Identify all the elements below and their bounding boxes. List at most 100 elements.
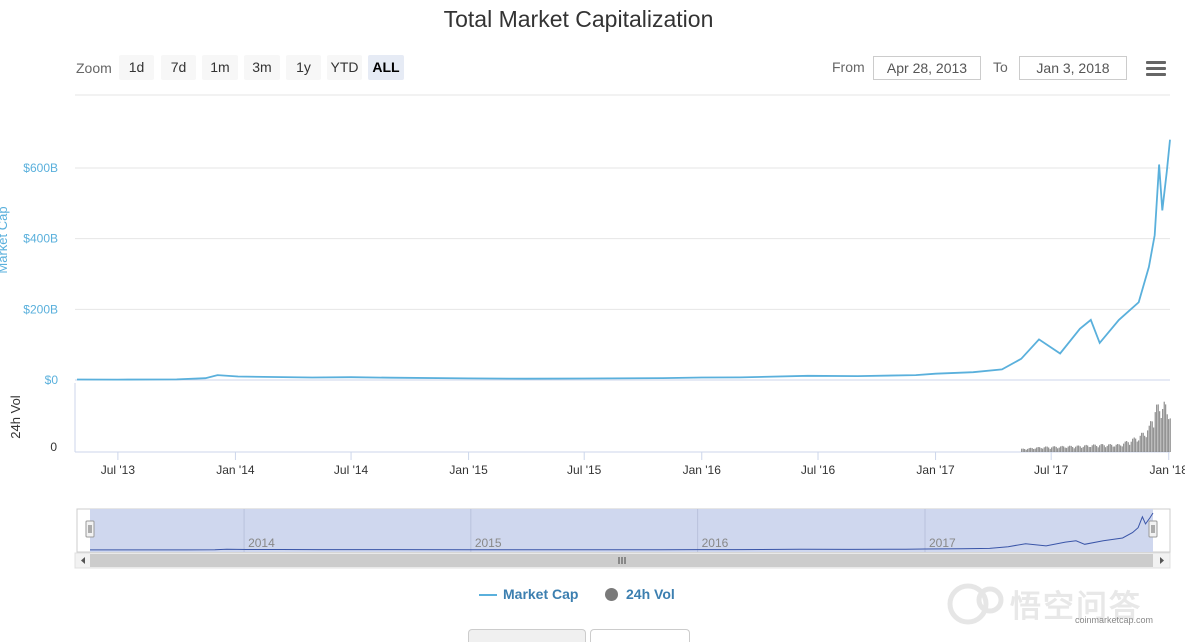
volume-bar [1088,447,1090,452]
volume-bar [1105,447,1107,452]
volume-bar [1066,447,1068,452]
volume-axis-title: 24h Vol [8,395,23,438]
volume-bar [1153,427,1155,452]
volume-tick-label: 0 [50,440,57,454]
navigator-selection[interactable] [90,509,1153,552]
volume-bar [1168,419,1170,452]
volume-bar [1160,418,1162,452]
volume-bar [1111,444,1113,452]
volume-bar [1030,447,1032,452]
x-tick-label: Jan '16 [683,463,722,477]
volume-bar [1099,445,1101,452]
volume-bar [1052,446,1054,452]
to-label: To [993,59,1008,75]
volume-bar [1144,435,1146,452]
volume-bar [1054,446,1056,452]
menu-icon[interactable] [1146,61,1166,77]
chart-area: $0 $200B $400B $600B 0 Market Cap 24h Vol Ju… [0,94,1185,569]
volume-bar [1114,446,1116,452]
volume-bar [1042,448,1044,452]
volume-bar [1109,444,1111,452]
x-tick-label: Jan '17 [916,463,955,477]
volume-bar [1082,446,1084,452]
zoom-1y-button[interactable]: 1y [286,55,321,80]
watermark-logo-icon [947,583,1004,625]
volume-bar [1097,447,1099,452]
volume-bar [1079,446,1081,452]
navigator-year-label: 2014 [248,536,275,550]
volume-bar [1151,421,1153,452]
volume-bar [1063,446,1065,452]
volume-bar [1139,435,1141,452]
volume-bar [1022,448,1024,452]
zoom-ytd-button[interactable]: YTD [327,55,362,80]
volume-bar [1162,409,1164,452]
y-tick-label: $0 [45,373,59,387]
volume-bar [1115,444,1117,452]
scroll-left-icon[interactable] [81,557,85,564]
volume-bar [1112,446,1114,452]
bottom-tab-2[interactable] [590,629,690,642]
volume-bar [1135,438,1137,452]
zoom-1m-button[interactable]: 1m [202,55,238,80]
navigator-right-handle[interactable] [1148,520,1158,538]
to-date-input[interactable]: Jan 3, 2018 [1019,56,1127,80]
navigator[interactable]: 2014 2015 2016 2017 [74,508,1171,569]
navigator-left-handle[interactable] [85,520,95,538]
volume-bar [1049,448,1051,452]
volume-bar [1081,447,1083,452]
from-date-input[interactable]: Apr 28, 2013 [873,56,981,80]
zoom-3m-button[interactable]: 3m [244,55,280,80]
volume-bar [1126,441,1128,452]
scroll-right-icon[interactable] [1160,557,1164,564]
volume-bar [1154,412,1156,452]
watermark-url: coinmarketcap.com [1075,615,1154,625]
volume-bar [1142,432,1144,452]
volume-bar [1046,446,1048,452]
volume-bar [1067,446,1069,452]
watermark-text: 悟空问答 [1010,589,1142,624]
y-tick-label: $400B [23,232,58,246]
x-tick-label: Jan '18 [1150,463,1185,477]
legend-market-cap-label: Market Cap [503,586,579,602]
volume-bar [1141,432,1143,452]
volume-bar [1123,443,1125,452]
volume-bar [1045,446,1047,452]
zoom-all-button[interactable]: ALL [368,55,404,80]
zoom-7d-button[interactable]: 7d [161,55,196,80]
volume-bar [1169,418,1171,452]
volume-bar [1130,441,1132,452]
volume-bar [1094,444,1096,452]
volume-bar [1132,438,1134,452]
volume-bar [1057,448,1059,452]
volume-bar [1163,401,1165,452]
volume-bar [1108,444,1110,452]
volume-bar [1157,404,1159,452]
volume-bar [1120,445,1122,452]
x-tick-label: Jan '15 [449,463,488,477]
volume-bar [1091,445,1093,452]
volume-bar [1024,449,1026,452]
legend-24h-vol[interactable]: 24h Vol [605,586,675,602]
volume-bar [1075,446,1077,452]
volume-bar [1093,444,1095,452]
volume-bar [1070,445,1072,452]
legend-market-cap[interactable]: Market Cap [479,586,578,602]
volume-bar [1039,447,1041,452]
navigator-year-label: 2017 [929,536,956,550]
y-axis-title: Market Cap [0,206,10,273]
volume-bar [1021,448,1023,452]
volume-bar [1145,437,1147,452]
volume-bar [1087,445,1089,452]
x-tick-label: Jul '17 [1034,463,1069,477]
volume-bar [1127,442,1129,452]
volume-bar [1117,444,1119,452]
navigator-year-label: 2016 [702,536,729,550]
zoom-label: Zoom [76,60,112,76]
volume-bar [1136,441,1138,452]
volume-bar [1033,449,1035,452]
y-tick-label: $600B [23,161,58,175]
x-tick-label: Jul '14 [334,463,369,477]
zoom-1d-button[interactable]: 1d [119,55,154,80]
bottom-tab-1[interactable] [468,629,586,642]
